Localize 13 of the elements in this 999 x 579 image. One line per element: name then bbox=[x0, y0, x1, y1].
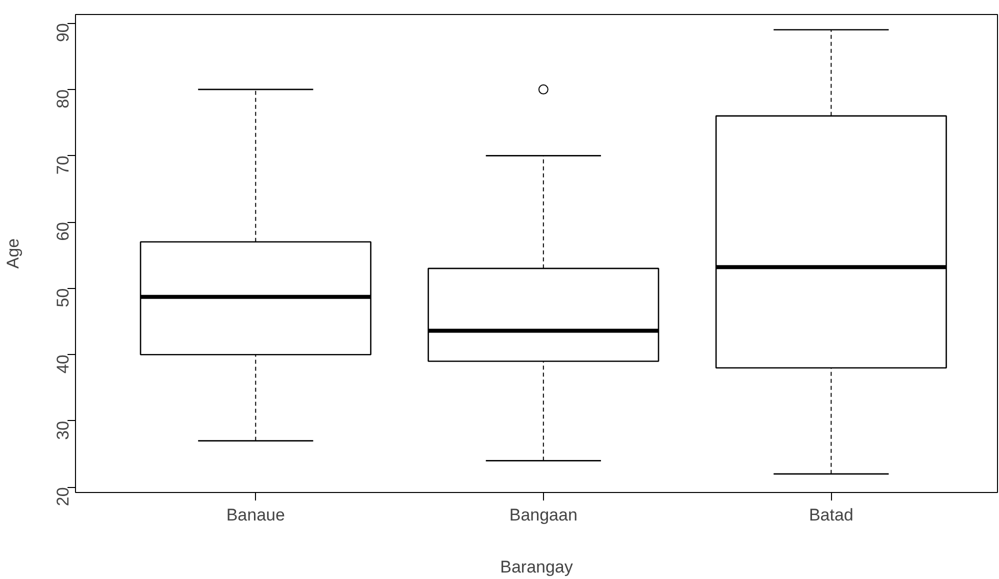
y-tick-label: 20 bbox=[54, 487, 72, 506]
y-tick-label: 70 bbox=[54, 156, 72, 175]
y-tick-label: 60 bbox=[54, 222, 72, 241]
x-tick-label: Bangaan bbox=[509, 506, 578, 524]
y-tick-label: 30 bbox=[54, 420, 72, 440]
y-tick-label: 50 bbox=[54, 288, 72, 308]
x-axis-title: Barangay bbox=[500, 558, 574, 576]
y-tick-label: 80 bbox=[54, 89, 72, 108]
x-tick-label: Banaue bbox=[226, 506, 285, 524]
y-axis-title: Age bbox=[4, 238, 22, 269]
x-tick-label: Batad bbox=[808, 506, 854, 524]
y-tick-label: 40 bbox=[54, 354, 72, 374]
y-tick-label: 90 bbox=[54, 23, 72, 42]
